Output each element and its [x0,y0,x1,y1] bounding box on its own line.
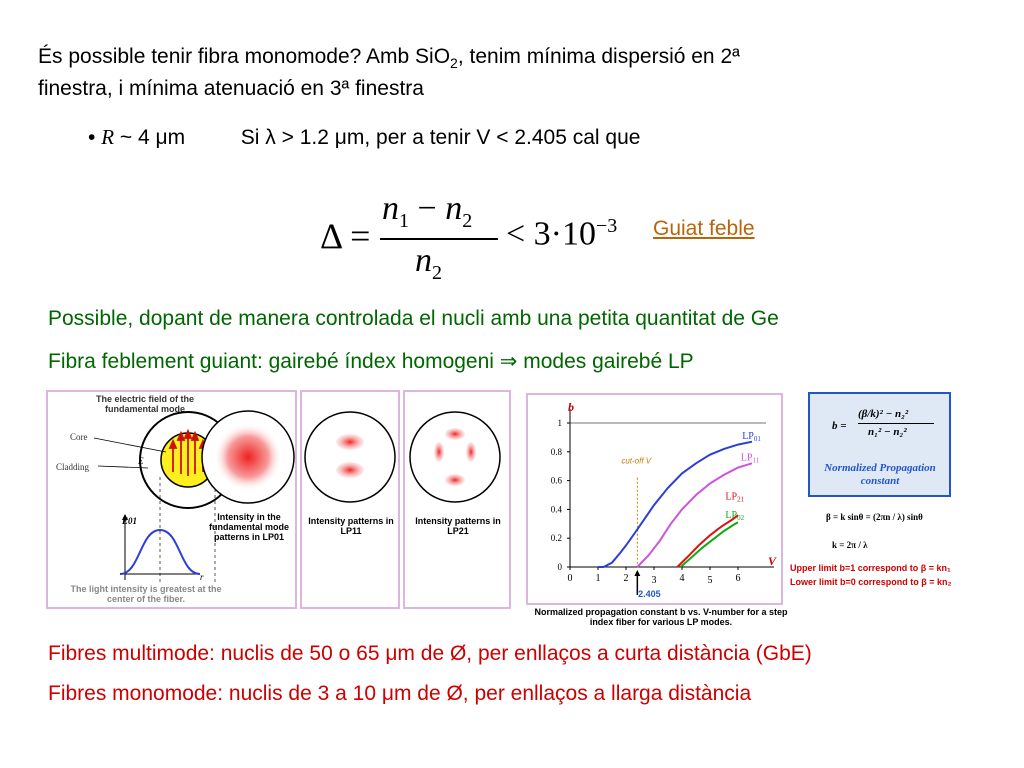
panel1-bottom-caption: The light intensity is greatest at the c… [70,584,222,604]
den-n2-sub: 2 [432,261,442,284]
green-line-1: Possible, dopant de manera controlada el… [48,307,779,330]
series-label-lp01: LP01 [742,431,761,443]
b-den: n₁² − n₂² [868,426,907,438]
lp21-panel: Intensity patterns in LP21 [403,390,511,609]
series-label-lp21: LP21 [725,491,744,503]
y-axis-label: b [568,400,574,414]
panel1-title: The electric field of the fundamental mo… [95,394,195,414]
lp21-pattern [409,411,501,503]
b-bar [858,423,934,424]
series-line-lp11 [636,462,753,568]
y-tick-label: 0.4 [551,504,563,514]
fraction-bar [380,238,498,240]
cutoff-label: cut-off V [621,456,651,465]
r-symbol: R [101,125,115,149]
n1: n [382,190,399,227]
x-tick-label: 3 [652,575,657,586]
bullet-line: • R ~ 4 μm Si λ > 1.2 μm, per a tenir V … [88,124,988,151]
series-line-lp21 [676,514,739,568]
b-num: (β/k)² − n₂² [858,408,909,420]
x-tick-label: 2 [624,573,629,584]
formula-rhs: < 3·10−3 [506,215,617,253]
guiat-feble-link[interactable]: Guiat feble [653,217,755,240]
rhs-exp: −3 [596,215,618,237]
cutoff-value: 2.405 [638,589,661,599]
formula-numerator: n1 − n2 [382,190,472,233]
cutoff-arrowhead [634,570,641,576]
lp21-caption: Intensity patterns in LP21 [415,516,501,536]
y-tick-label: 0.6 [551,476,563,486]
monomode-line: Fibres monomode: nuclis de 3 a 10 μm de … [48,682,752,705]
formula-denominator: n2 [415,242,442,285]
n1-sub: 1 [399,209,409,232]
y-tick-label: 0.2 [551,533,562,543]
e-label: E [138,456,144,466]
y-tick-label: 1 [558,418,563,428]
x-tick-label: 0 [568,573,573,584]
series-line-lp02 [679,521,739,568]
box-title: Normalized Propagation constant [824,462,936,487]
k-equation: k = 2π / λ [832,540,868,550]
upper-limit: Upper limit b=1 correspond to β = kn₁ [790,563,951,573]
intro-line-1: És possible tenir fibra monomode? Amb Si… [38,44,998,76]
series-label-lp02: LP02 [725,510,744,522]
r-axis-label: r [200,572,204,582]
normalized-constant-box: b = (β/k)² − n₂² n₁² − n₂² Normalized Pr… [808,392,951,497]
den-n2: n [415,242,432,279]
rhs-value: < 3·10 [506,215,596,253]
fundamental-mode-panel: The electric field of the fundamental mo… [46,390,297,609]
r-value: ~ 4 μm [119,126,186,149]
n2-sub: 2 [462,209,473,232]
condition-text: Si λ > 1.2 μm, per a tenir V < 2.405 cal… [240,126,641,149]
formula: Δ = n1 − n2 n2 < 3·10−3 [320,190,620,290]
intro-sub: 2 [450,55,458,72]
lp11-panel: Intensity patterns in LP11 [300,390,400,609]
chart-caption: Normalized propagation constant b vs. V-… [534,607,788,627]
bullet-dot: • [88,126,96,149]
x-axis-label: V [768,554,777,568]
intro-text-a: És possible tenir fibra monomode? Amb Si… [38,45,451,68]
cladding-label: Cladding [56,462,89,472]
x-tick-label: 6 [736,573,741,584]
lp01-caption: Intensity in the fundamental mode patter… [208,512,289,542]
lp11-caption: Intensity patterns in LP11 [308,516,394,536]
minus: − [417,190,437,227]
y-tick-label: 0.8 [551,447,563,457]
x-tick-label: 1 [596,573,601,584]
fiber-diagram [93,410,295,582]
beta-equation: β = k sinθ = (2πn / λ) sinθ [826,512,923,522]
series-line-lp01 [598,440,753,568]
green-line-2: Fibra feblement guiant: gairebé índex ho… [48,350,694,373]
b-lhs: b = [832,420,847,432]
multimode-line: Fibres multimode: nuclis de 50 o 65 μm d… [48,642,812,665]
formula-delta: Δ = [320,216,371,256]
series-label-lp11: LP11 [741,452,760,464]
y-tick-label: 0 [558,562,563,572]
intro-line-2: finestra, i mínima atenuació en 3ª fines… [38,77,424,100]
intro-text-b: , tenim mínima dispersió en 2ª [457,45,740,68]
core-label: Core [70,432,88,442]
lower-limit: Lower limit b=0 correspond to β = kn₂ [790,577,952,587]
x-tick-label: 4 [680,573,685,584]
n2: n [445,190,463,227]
e01-label: E01 [122,516,138,526]
lp11-pattern [304,411,396,503]
x-tick-label: 5 [708,575,713,586]
